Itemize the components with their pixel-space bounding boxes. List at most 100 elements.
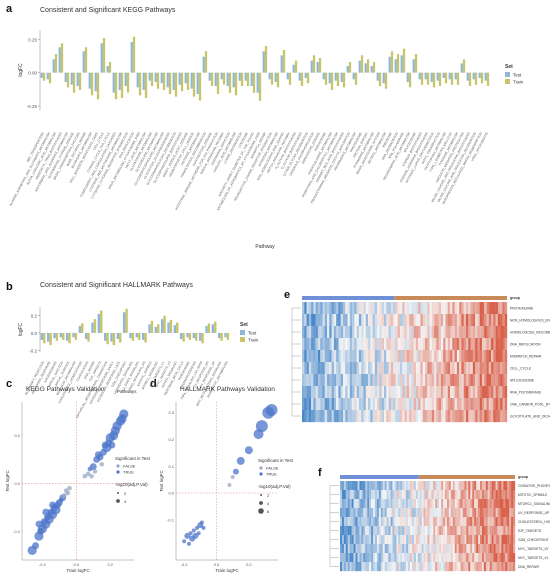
heatmap-cell xyxy=(470,562,473,572)
heatmap-cell xyxy=(468,398,471,411)
heatmap-cell xyxy=(380,499,383,509)
bar-train xyxy=(169,319,173,333)
heatmap-cell xyxy=(354,374,357,387)
heatmap-cell xyxy=(470,499,473,509)
heatmap-cell xyxy=(388,535,391,545)
group-bar-high xyxy=(418,475,515,479)
heatmap-cell xyxy=(388,544,391,554)
heatmap-cell xyxy=(396,508,399,518)
heatmap-cell xyxy=(493,544,496,554)
heatmap-cell xyxy=(397,374,401,387)
heatmap-cell xyxy=(361,490,364,500)
bar-test xyxy=(190,72,193,89)
heatmap-cell xyxy=(398,481,401,491)
bar-test xyxy=(256,72,259,93)
heatmap-cell xyxy=(422,386,426,399)
heatmap-cell xyxy=(470,535,473,545)
heatmap-cell xyxy=(413,499,416,509)
heatmap-cell xyxy=(436,314,439,327)
heatmap-cell xyxy=(437,490,440,500)
heatmap-cell xyxy=(466,544,469,554)
heatmap-cell xyxy=(361,326,364,339)
panel-label-c: c xyxy=(6,378,12,390)
heatmap-cell xyxy=(483,544,486,554)
y-tick-label: 0.2 xyxy=(14,433,20,438)
heatmap-cell xyxy=(509,499,512,509)
heatmap-cell xyxy=(415,302,419,315)
heatmap-cell xyxy=(402,362,405,375)
bar-test xyxy=(406,72,409,82)
scatter-point xyxy=(184,532,191,539)
heatmap-cell xyxy=(439,508,442,518)
heatmap-cell xyxy=(499,526,502,536)
heatmap-cell xyxy=(404,398,407,411)
heatmap-cell xyxy=(456,544,459,554)
heatmap-cell xyxy=(485,526,488,536)
bar-train xyxy=(66,72,70,88)
heatmap-cell xyxy=(308,362,312,375)
heatmap-cell xyxy=(415,398,419,411)
heatmap-cell xyxy=(497,508,500,518)
heatmap-cell xyxy=(371,553,374,563)
bar-train xyxy=(188,332,192,340)
heatmap-cell xyxy=(415,544,418,554)
scatter-point xyxy=(82,473,88,479)
heatmap-cell xyxy=(395,302,398,315)
heatmap-cell xyxy=(454,535,457,545)
heatmap-cell xyxy=(429,374,432,387)
bar-train xyxy=(120,72,124,98)
heatmap-cell xyxy=(448,544,451,554)
heatmap-cell xyxy=(485,481,488,491)
heatmap-cell xyxy=(452,544,455,554)
heatmap-cell xyxy=(359,517,362,527)
heatmap-cell xyxy=(370,374,373,387)
heatmap-cell xyxy=(413,526,416,536)
heatmap-cell xyxy=(390,350,394,363)
heatmap-cell xyxy=(340,544,343,554)
heatmap-cell xyxy=(464,562,467,572)
heatmap-cell xyxy=(450,338,453,351)
heatmap-cell xyxy=(378,535,381,545)
heatmap-cell xyxy=(398,517,401,527)
heatmap-cell xyxy=(501,526,504,536)
heatmap-cell xyxy=(329,338,332,351)
heatmap-cell xyxy=(390,535,393,545)
y-tick-label: 0.2 xyxy=(31,314,38,319)
heatmap-cell xyxy=(507,526,510,536)
heatmap-cell xyxy=(491,490,494,500)
heatmap-cell xyxy=(408,490,411,500)
heatmap-cell xyxy=(418,398,421,411)
heatmap-cell xyxy=(410,499,413,509)
heatmap-cell xyxy=(441,517,444,527)
heatmap-cell xyxy=(445,326,448,339)
heatmap-cell xyxy=(417,562,420,572)
heatmap-cell xyxy=(500,326,503,339)
bar-train xyxy=(234,72,238,96)
bar-train xyxy=(207,323,211,333)
x-axis-label: Train logFC xyxy=(66,568,90,573)
heatmap-cell xyxy=(351,508,354,518)
heatmap-cell xyxy=(452,302,455,315)
heatmap-cell xyxy=(341,499,345,509)
heatmap-cell xyxy=(365,517,368,527)
heatmap-cell xyxy=(388,326,391,339)
heatmap-cell xyxy=(390,544,393,554)
scatter-point xyxy=(192,532,199,539)
heatmap-cell xyxy=(507,544,510,554)
heatmap-cell xyxy=(370,314,373,327)
heatmap-cell xyxy=(399,350,403,363)
heatmap-cell xyxy=(445,562,448,572)
legend-label: 4 xyxy=(267,501,270,506)
heatmap-cell xyxy=(493,490,496,500)
heatmap-cell xyxy=(388,314,391,327)
heatmap-cell xyxy=(475,326,478,339)
heatmap-cell xyxy=(388,374,391,387)
heatmap-cell xyxy=(472,517,475,527)
heatmap-cell xyxy=(458,544,461,554)
heatmap-cell xyxy=(491,553,494,563)
heatmap-cell xyxy=(425,326,428,339)
heatmap-cell xyxy=(478,490,481,500)
heatmap-cell xyxy=(513,490,516,500)
heatmap-cell xyxy=(406,314,410,327)
heatmap-row-label: UV_RESPONSE_UP xyxy=(518,511,550,515)
